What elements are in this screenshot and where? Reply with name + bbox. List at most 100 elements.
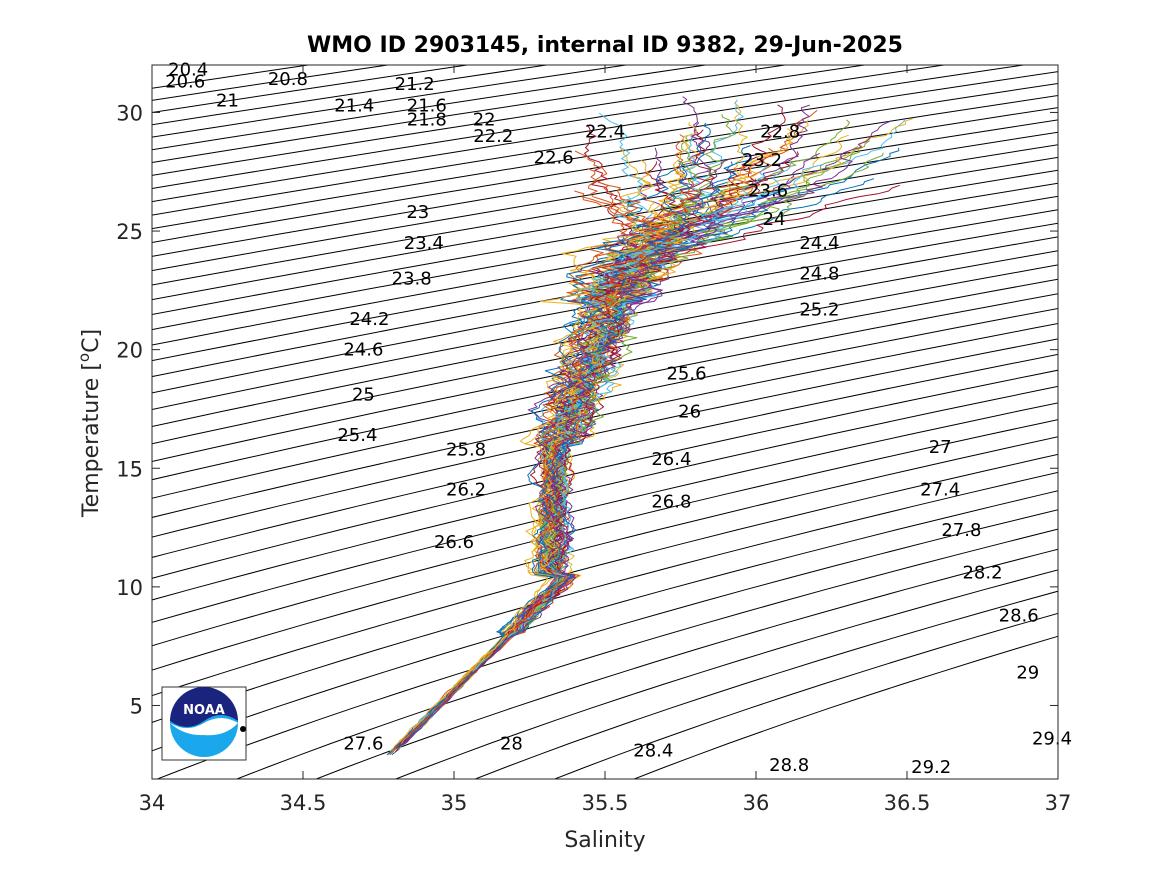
isopycnal-label: 21 [216,91,239,112]
isopycnal-line [152,156,1058,315]
x-tick-label: 37 [1045,791,1072,815]
isopycnal-label: 26.4 [651,449,691,470]
isopycnal-label: 24.4 [799,233,839,254]
isopycnal-label: 22.2 [473,126,513,147]
x-tick-label: 35 [441,791,468,815]
isopycnal-line [152,471,1058,723]
x-tick-label: 36.5 [884,791,931,815]
isopycnal-label: 25.6 [666,363,706,384]
isopycnal-label: 25 [352,385,375,406]
x-tick-label: 34 [139,791,166,815]
isopycnal-label: 28.4 [633,741,673,762]
isopycnal-line [235,528,1058,779]
isopycnal-line [152,94,1058,243]
profile-line [397,122,711,750]
isopycnal-line [152,293,1058,481]
isopycnal-label: 28.8 [769,755,809,776]
x-tick-label: 35.5 [582,791,629,815]
isopycnal-label: 20.8 [268,69,308,90]
isopycnal-line [152,402,1058,623]
isopycnal-line [473,590,1058,779]
chart-title: WMO ID 2903145, internal ID 9382, 29-Jun… [307,33,903,58]
isopycnal-label: 24 [763,209,786,230]
isopycnal-line [152,369,1058,579]
isopycnal-label: 21.4 [334,95,374,116]
isopycnal-label: 26.8 [651,492,691,513]
isopycnal-label: 21.8 [407,110,447,131]
x-tick-label: 36 [743,791,770,815]
isopycnal-label: 21.2 [395,74,435,95]
y-axis-label-superscript: o [75,353,93,362]
isopycnal-line [553,612,1058,779]
isopycnal-label: 23.8 [392,269,432,290]
isopycnal-label: 29 [1016,662,1039,683]
isopycnal-label: 25.8 [446,439,486,460]
y-tick-label: 20 [116,339,143,363]
isopycnal-label: 28 [500,733,523,754]
isopycnal-line [394,569,1058,779]
isopycnal-label: 27.8 [941,520,981,541]
isopycnal-line [152,490,1058,752]
isopycnal-line [152,453,1058,697]
profile-line [403,121,890,746]
isopycnal-label: 22.6 [534,148,574,169]
isopycnal-line [152,353,1058,558]
isopycnal-label: 26 [678,401,701,422]
noaa-logo-text: NOAA [183,703,225,718]
isopycnal-line [152,278,1058,463]
isopycnal-line [152,82,1058,230]
isopycnal-label: 28.6 [999,605,1039,626]
isopycnal-line [152,338,1058,538]
isopycnal-label: 27 [929,437,952,458]
y-axis-label: Temperature [oC] [75,329,104,518]
isopycnal-label: 22.8 [760,121,800,142]
isopycnal-line [314,548,1058,779]
isopycnal-label: 29.2 [911,757,951,778]
profile-series [386,96,914,756]
isopycnal-label: 24.8 [799,264,839,285]
isopycnal-line [152,419,1058,647]
y-axis-ticks: 5 10 15 20 25 30 [116,101,1058,718]
isopycnal-line [152,65,1028,203]
isopycnal-line [152,308,1058,499]
isopycnal-label: 24.6 [343,340,383,361]
y-tick-label: 15 [116,457,143,481]
isopycnal-label: 29.4 [1032,729,1072,750]
isopycnal-line [152,250,1058,427]
isopycnal-label: 23 [406,202,429,223]
profile-line [389,122,697,752]
isopycnal-line [152,71,1058,216]
isopycnal-line [156,509,1058,779]
x-axis-ticks: 34 34.5 35 35.5 36 36.5 37 [139,65,1072,815]
y-tick-label: 25 [116,220,143,244]
isopycnal-label: 21.6 [407,95,447,116]
isopycnal-line [152,119,1058,272]
isopycnal-label: 20.6 [165,72,205,93]
isopycnal-label: 23.6 [748,181,788,202]
x-tick-label: 34.5 [280,791,327,815]
isopycnal-label: 25.4 [337,425,377,446]
isopycnal-label: 27.6 [343,733,383,754]
isopycnal-label: 26.2 [446,480,486,501]
y-tick-label: 30 [116,101,143,125]
isopycnal-label: 28.2 [962,563,1002,584]
y-tick-label: 10 [116,576,143,600]
x-axis-label: Salinity [564,828,645,853]
isopycnal-line [152,144,1058,301]
isopycnal-line [632,635,1058,779]
isopycnal-line [152,65,948,189]
isopycnal-label: 22 [473,110,496,131]
isopycnal-line [152,385,1058,601]
isopycnal-label: 23.4 [404,233,444,254]
isopycnal-label: 27.4 [920,480,960,501]
isopycnal-line [152,65,869,176]
noaa-logo: NOAA [161,686,247,761]
y-tick-label: 5 [130,694,143,718]
isopycnal-label: 23.2 [742,150,782,171]
isopycnal-label: 22.4 [585,121,625,142]
profile-line [420,161,791,723]
isopycnal-line [152,264,1058,445]
isopycnal-label: 24.2 [349,309,389,330]
isopycnal-label: 26.6 [434,532,474,553]
